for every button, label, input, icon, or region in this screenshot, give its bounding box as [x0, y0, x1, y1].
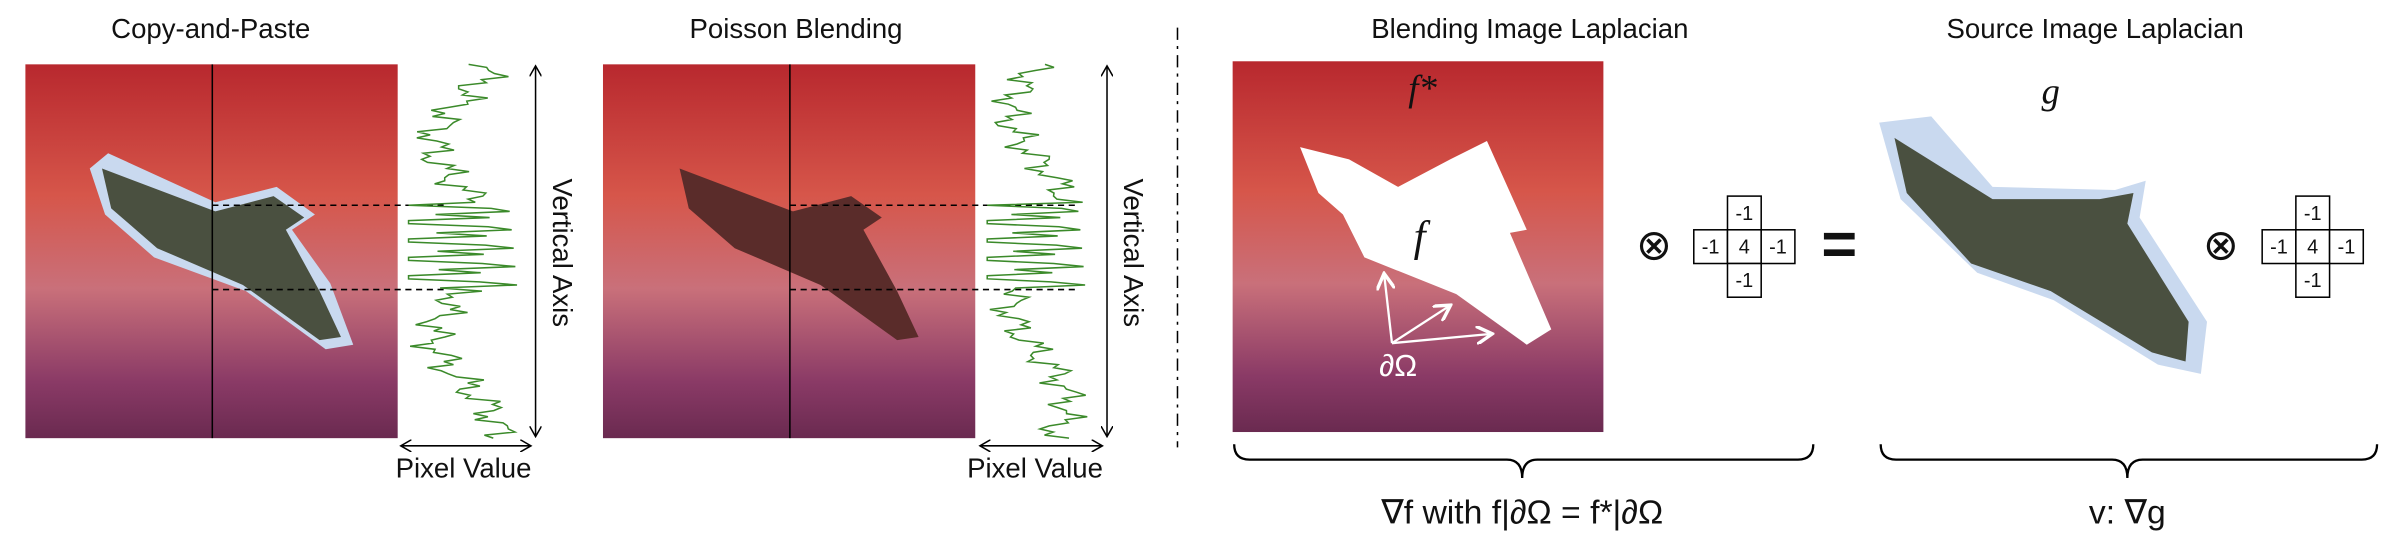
operator: ⊗ [2203, 222, 2239, 270]
operator: = [1821, 209, 1857, 277]
caption: ∇f with f|∂Ω = f*|∂Ω [1380, 494, 1663, 532]
axis-label: Pixel Value [967, 453, 1103, 484]
kernel-cell [1726, 262, 1762, 298]
kernel-value: -1 [1702, 236, 1720, 258]
kernel-cell [2261, 229, 2297, 265]
plane [1894, 137, 2189, 362]
kernel-value: 4 [2307, 236, 2318, 258]
kernel-value: -1 [1735, 203, 1753, 225]
panel-title: Source Image Laplacian [1947, 13, 2244, 44]
gradient-arrow [1391, 334, 1490, 343]
plane [679, 168, 919, 341]
axis-label: Pixel Value [396, 453, 532, 484]
panel-title: Copy-and-Paste [111, 13, 310, 44]
operator: ⊗ [1636, 222, 1672, 270]
kernel-cell [2328, 229, 2365, 265]
region-mask [1300, 140, 1552, 345]
kernel-value: -1 [2270, 236, 2288, 258]
intensity-profile [986, 63, 1088, 439]
content: Copy-and-Paste Vertical Axis Pixel Value… [25, 13, 2379, 532]
kernel-value: -1 [2304, 203, 2322, 225]
kernel-value: -1 [2338, 236, 2356, 258]
kernel: -1 -1 4 -1 -1 [2261, 195, 2365, 298]
kernel-cell [1760, 229, 1796, 265]
kernel: -1 -1 4 -1 -1 [1693, 195, 1796, 298]
gradient-arrow [1384, 276, 1392, 344]
target-label: f* [1408, 67, 1437, 108]
caption: v: ∇g [2089, 494, 2166, 532]
boundary-label: ∂Ω [1379, 349, 1417, 383]
plane [102, 168, 341, 341]
kernel-value: -1 [1735, 270, 1753, 292]
brace [1233, 444, 1815, 479]
source-label: g [2042, 70, 2060, 111]
axis-label: Vertical Axis [547, 178, 578, 327]
kernel-cell [1693, 229, 1729, 265]
kernel-value: 4 [1739, 236, 1750, 258]
intensity-profile [407, 63, 518, 439]
kernel-cell [2295, 262, 2331, 298]
panel-title: Poisson Blending [690, 13, 903, 44]
kernel-value: -1 [1769, 236, 1787, 258]
brace [1879, 444, 2379, 479]
gradient-arrow [1391, 306, 1449, 345]
kernel-cell [2295, 195, 2331, 231]
kernel-cell [1726, 195, 1762, 231]
panel-title: Blending Image Laplacian [1371, 13, 1688, 44]
axis-label: Vertical Axis [1118, 178, 1149, 327]
kernel-value: -1 [2304, 270, 2322, 292]
